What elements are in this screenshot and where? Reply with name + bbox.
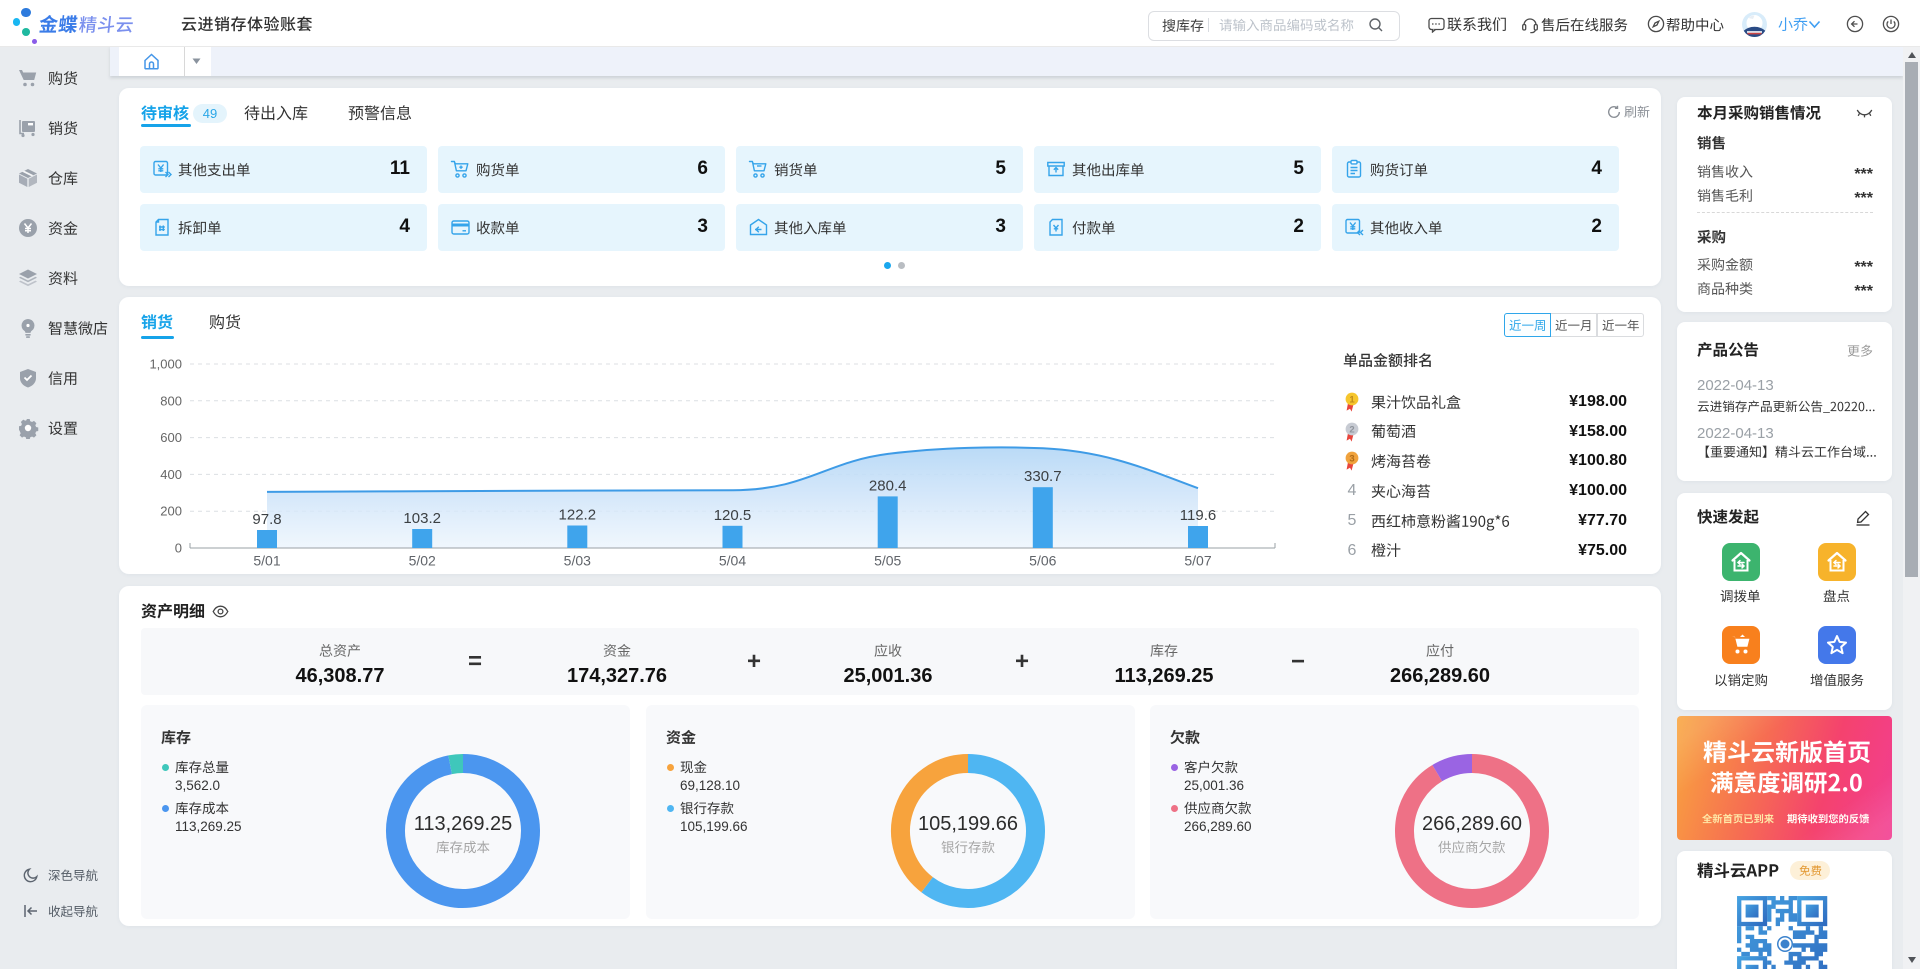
svg-text:5/06: 5/06 <box>1029 553 1056 569</box>
svg-text:400: 400 <box>160 467 182 482</box>
svg-text:97.8: 97.8 <box>252 511 281 528</box>
svg-text:5/01: 5/01 <box>253 553 280 569</box>
svg-text:5/07: 5/07 <box>1184 553 1211 569</box>
svg-text:5/04: 5/04 <box>719 553 746 569</box>
svg-text:122.2: 122.2 <box>559 507 597 524</box>
svg-text:200: 200 <box>160 504 182 519</box>
svg-text:120.5: 120.5 <box>714 507 752 524</box>
svg-text:5/03: 5/03 <box>564 553 591 569</box>
svg-text:0: 0 <box>175 541 182 556</box>
svg-text:330.7: 330.7 <box>1024 468 1062 485</box>
svg-text:5/05: 5/05 <box>874 553 901 569</box>
svg-text:280.4: 280.4 <box>869 477 907 494</box>
svg-text:1: 1 <box>1349 394 1355 405</box>
svg-text:103.2: 103.2 <box>403 510 441 527</box>
svg-text:119.6: 119.6 <box>1180 507 1216 524</box>
svg-text:5/02: 5/02 <box>409 553 436 569</box>
svg-text:3: 3 <box>1349 454 1354 465</box>
svg-text:1,000: 1,000 <box>149 357 182 372</box>
svg-text:800: 800 <box>160 393 182 408</box>
svg-text:2: 2 <box>1349 424 1354 435</box>
svg-text:600: 600 <box>160 430 182 445</box>
